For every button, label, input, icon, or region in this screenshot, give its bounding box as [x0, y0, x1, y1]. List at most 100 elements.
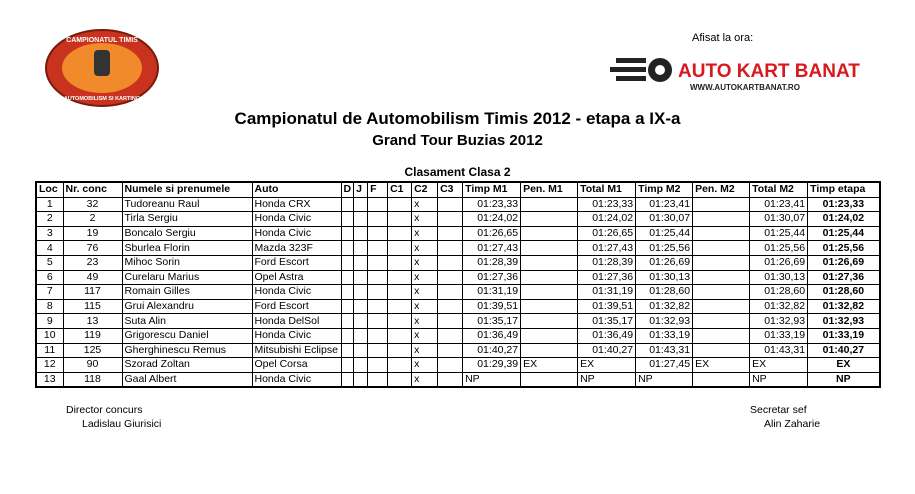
cell: Honda Civic — [251, 371, 342, 388]
cell — [520, 284, 579, 300]
column-header: Total M2 — [749, 181, 809, 198]
cell — [520, 371, 579, 388]
cell: x — [411, 196, 439, 213]
cell: 01:30,13 — [749, 269, 809, 286]
cell: 01:40,27 — [462, 342, 522, 359]
cell: NP — [462, 371, 522, 388]
cell — [367, 240, 389, 256]
cell: x — [411, 371, 439, 388]
cell — [520, 298, 579, 315]
cell — [340, 357, 355, 373]
cell: EX — [749, 357, 809, 373]
cell: x — [411, 211, 439, 227]
logo-top-text: CAMPIONATUL TIMIS — [66, 37, 138, 44]
cell — [437, 211, 464, 227]
title: Campionatul de Automobilism Timis 2012 -… — [234, 109, 681, 128]
cell — [387, 371, 413, 388]
cell: 01:33,19 — [749, 327, 809, 344]
cell — [387, 269, 413, 286]
cell: 01:28,39 — [577, 254, 637, 271]
cell: 01:25,44 — [807, 225, 881, 242]
cell: Honda DelSol — [251, 313, 342, 329]
cell: x — [411, 342, 439, 359]
cell: 11 — [35, 342, 64, 359]
cell — [367, 371, 389, 388]
cell: 115 — [62, 298, 123, 315]
footer-right-role: Secretar sef — [750, 404, 807, 416]
cell — [367, 284, 389, 300]
cell — [340, 254, 355, 271]
cell — [520, 269, 579, 286]
column-header: C2 — [411, 181, 439, 198]
cell — [367, 225, 389, 242]
result-row: 13 118 Gaal Albert Honda Civic x NP NP NP NP NP — [35, 371, 881, 388]
cell: 01:27,36 — [462, 269, 522, 286]
footer-left-role: Director concurs — [66, 404, 143, 416]
cell: 6 — [35, 269, 64, 286]
column-header: J — [353, 181, 369, 198]
cell: 5 — [35, 254, 64, 271]
subtitle: Grand Tour Buzias 2012 — [372, 132, 543, 149]
posted-at: Afisat la ora: — [692, 32, 754, 44]
cell: 01:35,17 — [462, 313, 522, 329]
cell: NP — [807, 371, 881, 388]
cell — [353, 196, 369, 213]
cell — [340, 240, 355, 256]
cell: 76 — [62, 240, 123, 256]
cell — [387, 225, 413, 242]
result-row: 6 49 Curelaru Marius Opel Astra x 01:27,36 01:… — [35, 269, 881, 286]
cell — [367, 313, 389, 329]
result-row: 10 119 Grigorescu Daniel Honda Civic x 01:36,… — [35, 327, 881, 344]
cell — [367, 211, 389, 227]
cell — [692, 269, 751, 286]
footer-left-name: Ladislau Giurisici — [82, 418, 162, 430]
cell — [520, 313, 579, 329]
cell — [367, 342, 389, 359]
cell — [692, 342, 751, 359]
cell: 118 — [62, 371, 123, 388]
cell — [353, 225, 369, 242]
cell: Curelaru Marius — [121, 269, 253, 286]
cell — [387, 196, 413, 213]
cell: 01:32,82 — [635, 298, 694, 315]
column-header: Timp M2 — [635, 181, 694, 198]
cell — [353, 357, 369, 373]
cell: 01:30,13 — [635, 269, 694, 286]
cell — [692, 254, 751, 271]
cell — [340, 313, 355, 329]
column-header: F — [367, 181, 389, 198]
cell — [437, 313, 464, 329]
cell: Ford Escort — [251, 298, 342, 315]
cell: 01:31,19 — [462, 284, 522, 300]
cell: x — [411, 269, 439, 286]
cell: 01:30,07 — [749, 211, 809, 227]
cell: 01:26,65 — [462, 225, 522, 242]
cell: Boncalo Sergiu — [121, 225, 253, 242]
cell — [353, 240, 369, 256]
cell: Grui Alexandru — [121, 298, 253, 315]
cell — [692, 240, 751, 256]
result-row: 3 19 Boncalo Sergiu Honda Civic x 01:26,65 01:… — [35, 225, 881, 242]
cell — [340, 269, 355, 286]
cell — [437, 357, 464, 373]
cell: 9 — [35, 313, 64, 329]
cell: 01:33,19 — [807, 327, 881, 344]
cell: EX — [520, 357, 579, 373]
cell: 117 — [62, 284, 123, 300]
cell: 01:39,51 — [577, 298, 637, 315]
cell: 90 — [62, 357, 123, 373]
cell — [353, 371, 369, 388]
cell: 01:32,93 — [807, 313, 881, 329]
cell — [367, 357, 389, 373]
cell — [387, 357, 413, 373]
cell: 01:31,19 — [577, 284, 637, 300]
cell: 01:36,49 — [462, 327, 522, 344]
results-table: Loc Nr. conc Numele si prenumele Auto D J F C1 C… — [35, 181, 881, 389]
cell: EX — [577, 357, 637, 373]
cell — [353, 313, 369, 329]
cell: 01:26,69 — [807, 254, 881, 271]
cell: Mitsubishi Eclipse — [251, 342, 342, 359]
result-row: 11 125 Gherghinescu Remus Mitsubishi Eclips… — [35, 342, 881, 359]
column-header: Total M1 — [577, 181, 637, 198]
cell: Honda Civic — [251, 284, 342, 300]
